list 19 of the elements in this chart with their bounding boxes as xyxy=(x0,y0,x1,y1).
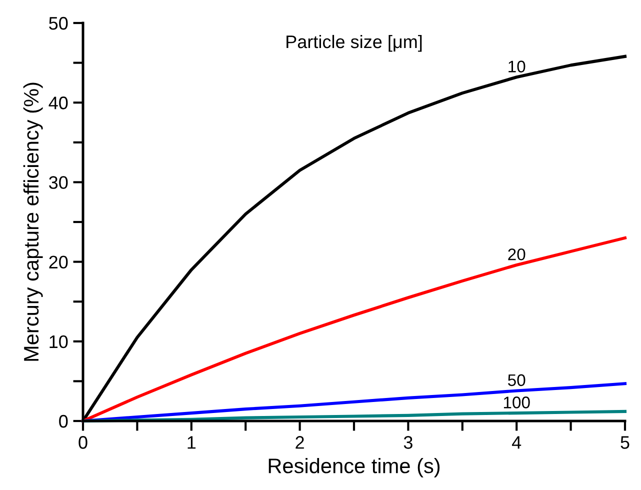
x-axis-title: Residence time (s) xyxy=(268,458,440,478)
y-tick-label: 50 xyxy=(49,16,68,30)
x-tick-label: 2 xyxy=(296,436,304,449)
x-tick-label: 3 xyxy=(404,436,412,449)
x-tick-label: 1 xyxy=(188,436,196,449)
series-label: 20 xyxy=(508,248,526,260)
legend-title: Particle size [μm] xyxy=(286,34,422,52)
y-tick-label: 20 xyxy=(49,256,68,269)
y-axis-title: Mercury capture efficiency (%) xyxy=(23,82,43,361)
y-tick-label: 10 xyxy=(50,335,68,348)
series-label: 100 xyxy=(504,396,530,408)
series-label: 10 xyxy=(508,60,526,72)
y-tick-label: 40 xyxy=(48,96,68,110)
series-label: 50 xyxy=(508,374,526,386)
x-tick-label: 5 xyxy=(620,436,630,449)
y-tick-label: 30 xyxy=(49,176,68,189)
y-tick-label: 0 xyxy=(59,414,68,428)
x-tick-label: 0 xyxy=(78,436,88,449)
x-tick-label: 4 xyxy=(512,436,522,449)
